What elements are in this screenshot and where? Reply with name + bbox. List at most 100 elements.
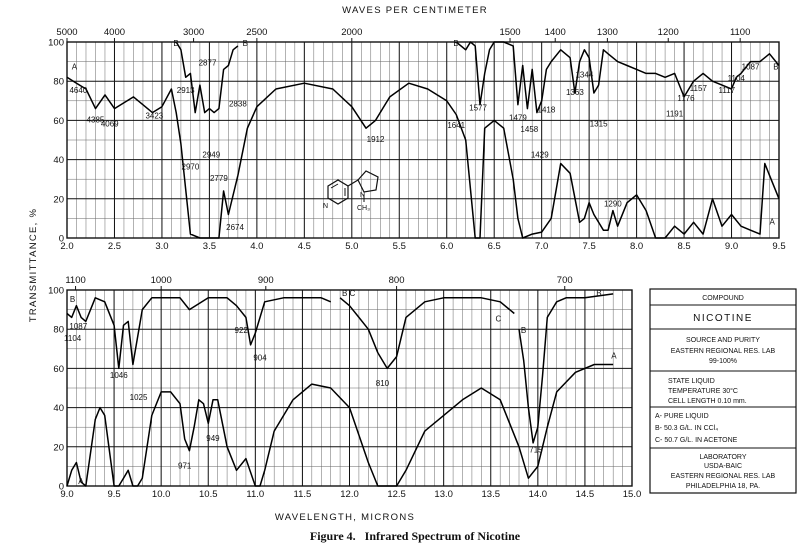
plot2-y-tick-label: 100 — [48, 286, 64, 297]
plot1-peak-label: 2674 — [226, 223, 244, 232]
plot1-x-tick-label: 9.0 — [725, 241, 738, 252]
plot1-peak-label: 1912 — [367, 135, 385, 144]
figure-caption: Figure 4. Infrared Spectrum of Nicotine — [310, 529, 521, 543]
plot1-y-tick-label: 40 — [53, 155, 64, 166]
plot2-x-tick-label: 13.0 — [434, 489, 453, 500]
plot1-curve-letter: B — [173, 39, 178, 48]
plot2-x-tick-label: 14.0 — [529, 489, 548, 500]
plot1-peak-label: 1290 — [604, 200, 622, 209]
plot1-peak-label: 1641 — [447, 121, 465, 130]
plot2-x-tick-label: 12.5 — [387, 489, 406, 500]
plot1-peak-label: 2949 — [202, 151, 220, 160]
plot1-top-tick-label: 1500 — [499, 27, 520, 38]
plot2-series-b-line — [66, 297, 331, 370]
plot2-peak-label: 1025 — [130, 393, 148, 402]
plot2-peak-label: 922 — [235, 326, 249, 335]
state-line1: STATE LIQUID — [668, 378, 715, 385]
plot1-x-tick-label: 4.0 — [250, 241, 263, 252]
plot1-peak-label: 2779 — [210, 174, 228, 183]
plot2-top-tick-label: 1100 — [65, 275, 85, 286]
plot2-y-tick-label: 60 — [53, 364, 64, 375]
top-spectrum-plot: 2.0 2.5 3.0 3.5 4.0 4.5 5.0 5.5 6.0 6.5 7.0 7.5 8.0 8… — [48, 27, 785, 252]
plot2-peak-label: 904 — [253, 354, 267, 363]
plot2-peak-label: 1087 — [69, 322, 87, 331]
plot1-peak-label: 1429 — [531, 151, 549, 160]
plot1-x-tick-label: 5.5 — [393, 241, 406, 252]
plot1-x-tick-label: 7.5 — [583, 241, 596, 252]
compound-label: COMPOUND — [702, 295, 744, 302]
compound-name: NICOTINE — [693, 313, 753, 324]
plot1-top-tick-label: 1300 — [597, 27, 618, 38]
plot1-peak-label: 1117 — [718, 86, 735, 95]
plot2-y-tick-label: 0 — [59, 482, 64, 493]
source-label: SOURCE AND PURITY — [686, 337, 760, 344]
info-box: COMPOUND NICOTINE SOURCE AND PURITY EAST… — [649, 288, 797, 494]
plot1-top-tick-label: 2500 — [246, 27, 267, 38]
plot1-frame — [66, 41, 780, 239]
plot1-peak-label: 1315 — [590, 119, 608, 128]
plot1-y-tick-label: 60 — [53, 116, 64, 127]
plot2-top-tick-label: 1000 — [151, 275, 172, 286]
plot2-x-tick-label: 11.0 — [246, 489, 264, 500]
plot2-top-tick-label: 800 — [389, 275, 405, 286]
plot1-curve-letter: B — [773, 62, 778, 71]
plot1-peak-label: 2913 — [177, 86, 195, 95]
state-line2: TEMPERATURE 30°C — [668, 387, 738, 395]
plot1-top-tick-label: 1100 — [730, 27, 750, 38]
structure-atom-n1: N — [323, 203, 328, 210]
plot2-curve-letter: A — [78, 477, 84, 486]
curve-c-legend: C- 50.7 G/L. IN ACETONE — [655, 437, 738, 444]
lab-line3: EASTERN REGIONAL RES. LAB — [671, 473, 776, 480]
plot1-x-tick-label: 6.5 — [488, 241, 501, 252]
plot2-x-tick-label: 12.0 — [340, 489, 359, 500]
plot2-curve-letter: B — [596, 289, 601, 298]
plot2-y-tick-label: 80 — [53, 325, 64, 336]
plot1-peak-label: 1458 — [520, 125, 538, 134]
plot2-peak-label: 949 — [206, 434, 220, 443]
plot1-series-b-line — [175, 41, 239, 114]
plot2-x-tick-label: 15.0 — [623, 489, 642, 500]
plot2-peak-label: 971 — [178, 461, 192, 470]
plot2-curve-letter: B C — [342, 289, 356, 298]
plot1-y-tick-label: 0 — [59, 234, 64, 245]
plot1-peak-label: 2877 — [199, 59, 217, 68]
plot1-peak-label: 1104 — [728, 74, 746, 83]
plot1-x-tick-label: 4.5 — [298, 241, 311, 252]
top-axis-title: WAVES PER CENTIMETER — [342, 5, 488, 16]
plot2-x-tick-label: 9.0 — [60, 489, 73, 500]
plot1-x-tick-label: 2.0 — [60, 241, 73, 252]
plot1-x-tick-label: 8.0 — [630, 241, 643, 252]
plot2-series-a-line — [66, 363, 614, 487]
plot1-x-tick-label: 3.0 — [155, 241, 168, 252]
plot2-x-tick-label: 9.5 — [107, 489, 120, 500]
plot2-curve-letter: C — [495, 314, 501, 323]
curve-a-legend: A- PURE LIQUID — [655, 413, 709, 420]
plot1-curve-letter: B — [453, 39, 458, 48]
plot1-series-a-line — [66, 76, 780, 239]
plot1-top-tick-label: 5000 — [56, 27, 77, 38]
plot1-peak-label: 1087 — [742, 62, 760, 71]
plot1-x-tick-label: 8.5 — [677, 241, 690, 252]
plot1-peak-label: 1479 — [509, 113, 527, 122]
plot1-y-tick-label: 80 — [53, 77, 64, 88]
lab-line2: USDA-BAIC — [704, 463, 742, 470]
plot1-y-tick-label: 100 — [48, 38, 64, 49]
plot1-curve-letter: B — [243, 39, 248, 48]
plot2-curve-letter: B — [70, 295, 75, 304]
plot1-curve-letter: A — [72, 62, 78, 71]
plot1-x-tick-label: 6.0 — [440, 241, 453, 252]
plot2-peak-label: 1046 — [110, 371, 128, 380]
lab-line4: PHILADELPHIA 18, PA. — [686, 483, 760, 490]
plot2-y-tick-label: 20 — [53, 442, 64, 453]
source-line1: EASTERN REGIONAL RES. LAB — [671, 348, 776, 355]
plot1-peak-label: 4385 — [87, 115, 105, 124]
plot1-x-tick-label: 2.5 — [108, 241, 121, 252]
plot1-peak-label: 1157 — [690, 84, 708, 93]
plot1-y-tick-label: 20 — [53, 194, 64, 205]
source-line2: 99-100% — [709, 358, 737, 365]
plot1-top-tick-label: 1400 — [545, 27, 566, 38]
plot1-peak-label: 1363 — [566, 88, 584, 97]
plot2-curve-letter: B — [521, 326, 526, 335]
plot1-curve-letter: A — [770, 217, 776, 226]
